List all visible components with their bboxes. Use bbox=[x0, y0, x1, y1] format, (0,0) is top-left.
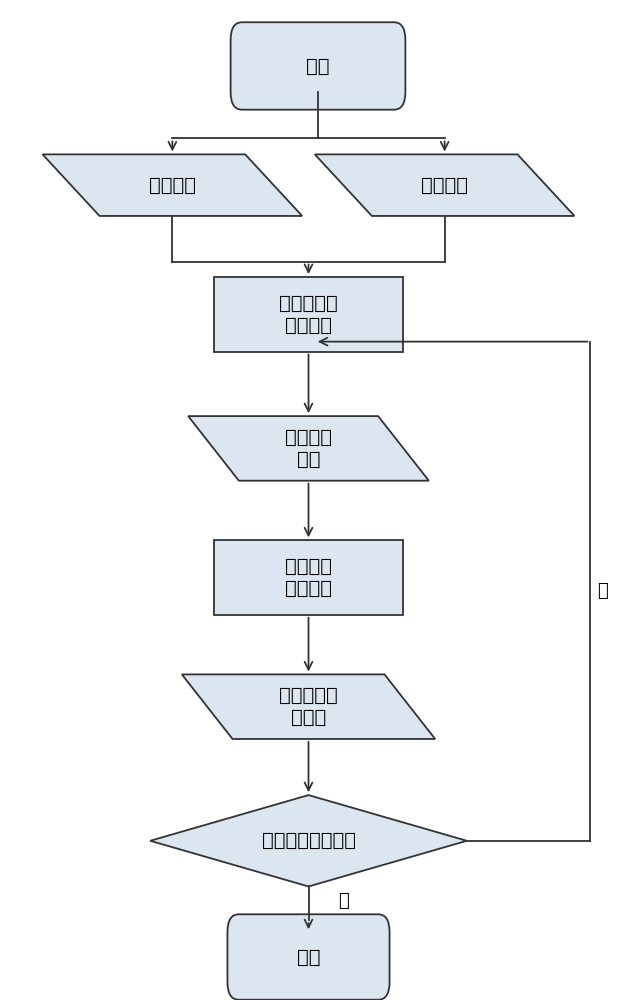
Text: 敷设类型: 敷设类型 bbox=[149, 176, 196, 195]
Text: 计算参数: 计算参数 bbox=[421, 176, 468, 195]
Text: 判定是否关闭系统: 判定是否关闭系统 bbox=[261, 831, 356, 850]
Text: 否: 否 bbox=[598, 582, 608, 600]
Bar bbox=[214, 540, 403, 615]
FancyBboxPatch shape bbox=[231, 22, 405, 110]
Polygon shape bbox=[43, 154, 302, 216]
Text: 开始: 开始 bbox=[307, 56, 329, 75]
Bar bbox=[214, 277, 403, 352]
Text: 是: 是 bbox=[338, 892, 349, 910]
Text: 建立有限元
计算模型: 建立有限元 计算模型 bbox=[279, 294, 338, 335]
Text: 计算电缆
实时温度: 计算电缆 实时温度 bbox=[285, 557, 332, 598]
Text: 读取实时
电流: 读取实时 电流 bbox=[285, 428, 332, 469]
Polygon shape bbox=[150, 795, 467, 886]
FancyBboxPatch shape bbox=[228, 914, 390, 1000]
Text: 电缆寿命损
失时间: 电缆寿命损 失时间 bbox=[279, 686, 338, 727]
Polygon shape bbox=[182, 674, 435, 739]
Polygon shape bbox=[315, 154, 574, 216]
Text: 结束: 结束 bbox=[297, 948, 321, 967]
Polygon shape bbox=[188, 416, 429, 481]
